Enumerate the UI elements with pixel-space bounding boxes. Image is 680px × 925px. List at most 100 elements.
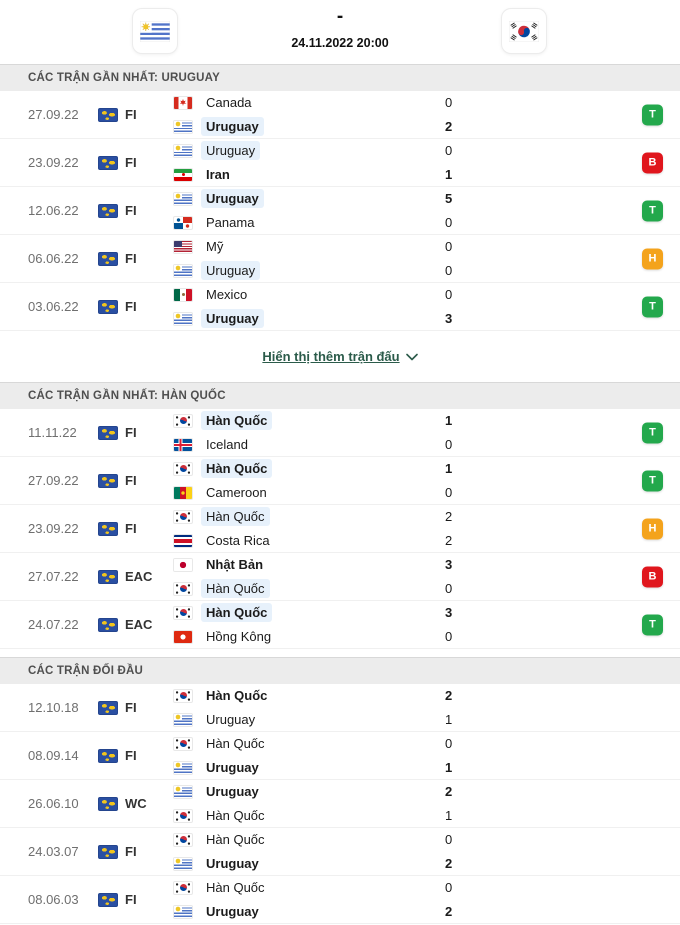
- uruguay-flag-icon: [140, 20, 170, 42]
- competition: FI: [98, 299, 174, 314]
- team-name: Hàn Quốc: [201, 459, 273, 478]
- result-badge: T: [642, 470, 663, 491]
- team-score: 0: [445, 629, 453, 644]
- team-score: 1: [445, 413, 453, 428]
- team-line: Uruguay 0: [174, 259, 680, 283]
- team-name: Hàn Quốc: [201, 507, 270, 526]
- match-date: 24.03.07: [28, 844, 79, 859]
- world-map-icon: [98, 203, 118, 218]
- team-score: 2: [445, 119, 453, 134]
- team-flag-icon: [174, 168, 192, 181]
- competition-label: FI: [125, 107, 137, 122]
- team-line: Hàn Quốc 0: [174, 577, 680, 601]
- kickoff-datetime: 24.11.2022 20:00: [291, 36, 389, 50]
- match-row: 27.09.22 FI Canada 0 Uruguay 2 T: [0, 91, 680, 139]
- show-more-link[interactable]: Hiển thị thêm trận đấu: [262, 349, 418, 364]
- competition: FI: [98, 748, 174, 763]
- result-badge: T: [642, 614, 663, 635]
- match-date: 23.09.22: [28, 155, 79, 170]
- section-title-korea: CÁC TRẬN GẦN NHẤT: HÀN QUỐC: [0, 382, 680, 409]
- competition: FI: [98, 155, 174, 170]
- team-line: Costa Rica 2: [174, 529, 680, 553]
- team-score: 0: [445, 143, 453, 158]
- competition: FI: [98, 251, 174, 266]
- teams: Uruguay 0 Iran 1: [174, 139, 680, 187]
- team-line: Canada 0: [174, 91, 680, 115]
- competition: EAC: [98, 569, 174, 584]
- team-score: 0: [445, 287, 453, 302]
- team-flag-icon: [174, 192, 192, 205]
- team-name: Uruguay: [206, 760, 259, 775]
- teams: Nhật Bản 3 Hàn Quốc 0: [174, 553, 680, 601]
- competition-label: FI: [125, 473, 137, 488]
- match-row: 12.06.22 FI Uruguay 5 Panama 0 T: [0, 187, 680, 235]
- team-name: Uruguay: [206, 712, 256, 727]
- match-date: 12.06.22: [28, 203, 79, 218]
- team-line: Hàn Quốc 0: [174, 876, 680, 900]
- away-team-tile: [501, 8, 547, 54]
- competition-label: FI: [125, 155, 137, 170]
- competition: FI: [98, 203, 174, 218]
- world-map-icon: [98, 473, 118, 488]
- team-score: 2: [445, 688, 453, 703]
- competition: FI: [98, 107, 174, 122]
- teams: Hàn Quốc 1 Iceland 0: [174, 409, 680, 457]
- team-flag-icon: [174, 761, 192, 774]
- team-name: Nhật Bản: [206, 557, 264, 572]
- competition-label: FI: [125, 748, 137, 763]
- team-flag-icon: [174, 216, 192, 229]
- team-flag-icon: [174, 96, 192, 109]
- chevron-down-icon: [405, 353, 418, 360]
- match-date: 08.06.03: [28, 892, 79, 907]
- fixture-header: - 24.11.2022 20:00: [0, 0, 680, 64]
- team-name: Cameroon: [206, 485, 267, 500]
- match-date: 12.10.18: [28, 700, 79, 715]
- teams: Hàn Quốc 2 Costa Rica 2: [174, 505, 680, 553]
- team-line: Hàn Quốc 1: [174, 457, 680, 481]
- result-badge: B: [642, 566, 663, 587]
- match-date: 24.07.22: [28, 617, 79, 632]
- team-line: Panama 0: [174, 211, 680, 235]
- competition-label: FI: [125, 892, 137, 907]
- match-row: 06.06.22 FI Mỹ 0 Uruguay 0 H: [0, 235, 680, 283]
- section-gap: [0, 649, 680, 657]
- team-name: Uruguay: [206, 904, 259, 919]
- team-name: Uruguay: [201, 261, 261, 280]
- match-date: 27.07.22: [28, 569, 79, 584]
- section-title-uruguay: CÁC TRẬN GẦN NHẤT: URUGUAY: [0, 64, 680, 91]
- teams: Uruguay 2 Hàn Quốc 1: [174, 780, 680, 828]
- team-flag-icon: [174, 809, 192, 822]
- team-flag-icon: [174, 438, 192, 451]
- result-badge: B: [642, 152, 663, 173]
- team-name: Uruguay: [201, 117, 264, 136]
- team-name: Hàn Quốc: [206, 808, 265, 823]
- team-name: Hàn Quốc: [206, 736, 265, 751]
- team-name: Uruguay: [201, 189, 264, 208]
- competition: FI: [98, 473, 174, 488]
- team-flag-icon: [174, 630, 192, 643]
- match-row: 27.07.22 EAC Nhật Bản 3 Hàn Quốc 0 B: [0, 553, 680, 601]
- team-score: 0: [445, 437, 453, 452]
- team-score: 3: [445, 557, 453, 572]
- team-flag-icon: [174, 288, 192, 301]
- team-line: Iceland 0: [174, 433, 680, 457]
- team-score: 1: [445, 808, 453, 823]
- team-line: Uruguay 1: [174, 708, 680, 732]
- teams: Hàn Quốc 3 Hồng Kông 0: [174, 601, 680, 649]
- team-score: 1: [445, 461, 453, 476]
- team-name: Canada: [206, 95, 252, 110]
- competition-label: FI: [125, 251, 137, 266]
- competition-label: FI: [125, 844, 137, 859]
- team-name: Hàn Quốc: [206, 880, 265, 895]
- team-flag-icon: [174, 606, 192, 619]
- team-line: Hàn Quốc 1: [174, 409, 680, 433]
- result-badge: T: [642, 296, 663, 317]
- teams: Canada 0 Uruguay 2: [174, 91, 680, 139]
- team-score: 0: [445, 485, 453, 500]
- world-map-icon: [98, 299, 118, 314]
- team-name: Iceland: [206, 437, 248, 452]
- match-row: 08.09.14 FI Hàn Quốc 0 Uruguay 1: [0, 732, 680, 780]
- team-line: Nhật Bản 3: [174, 553, 680, 577]
- match-row: 23.09.22 FI Hàn Quốc 2 Costa Rica 2 H: [0, 505, 680, 553]
- team-line: Hồng Kông 0: [174, 625, 680, 649]
